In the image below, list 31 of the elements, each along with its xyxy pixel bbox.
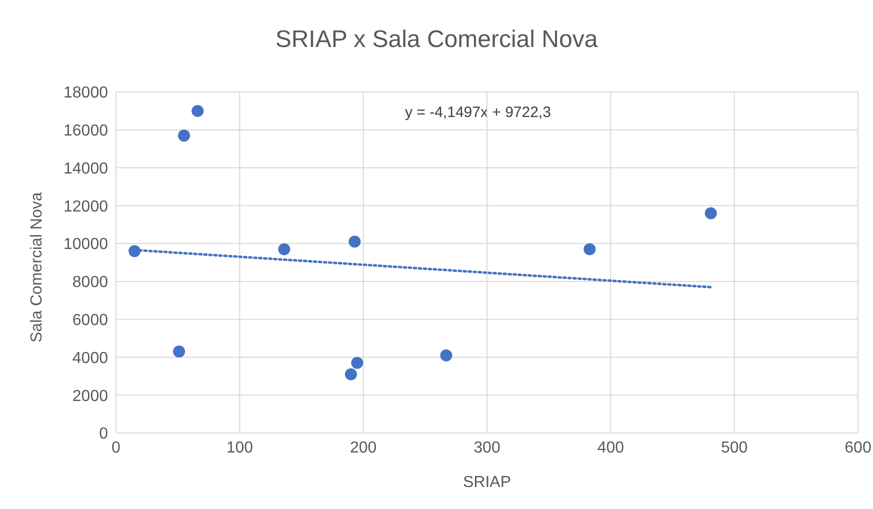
y-tick-label: 14000 (64, 160, 108, 178)
point (704, 207, 717, 220)
x-tick-label: 0 (112, 439, 121, 456)
x-tick-label: 500 (720, 439, 748, 456)
x-tick-label: 300 (474, 439, 500, 456)
point (440, 349, 452, 362)
point (192, 104, 204, 117)
y-tick-label: 16000 (64, 122, 108, 140)
y-tick-label: 0 (99, 426, 108, 443)
point (348, 236, 361, 248)
point (351, 356, 364, 369)
annotation: y = -4,1497x + 9722,3 (405, 104, 551, 121)
point (173, 346, 186, 358)
y-tick-label: 6000 (72, 312, 108, 330)
point (344, 368, 357, 380)
x-tick-label: 600 (844, 439, 872, 456)
y-tick-label: 4000 (72, 350, 108, 367)
y-axis-title: Sala Comercial Nova (28, 192, 46, 342)
y-tick-label: 10000 (64, 236, 108, 254)
y-tick-label: 8000 (72, 274, 108, 292)
x-tick-label: 200 (350, 439, 377, 456)
y-tick-label: 2000 (72, 388, 108, 405)
point (278, 243, 290, 256)
x-axis-title: SRIAP (462, 474, 512, 491)
y-tick-label: 18000 (64, 84, 108, 102)
chart-title: SRIAP x Sala Comercial Nova (274, 26, 599, 54)
x-tick-label: 100 (226, 439, 254, 456)
point (178, 130, 190, 142)
x-tick-label: 400 (597, 439, 624, 456)
y-tick-label: 12000 (64, 198, 108, 216)
point (584, 243, 596, 256)
